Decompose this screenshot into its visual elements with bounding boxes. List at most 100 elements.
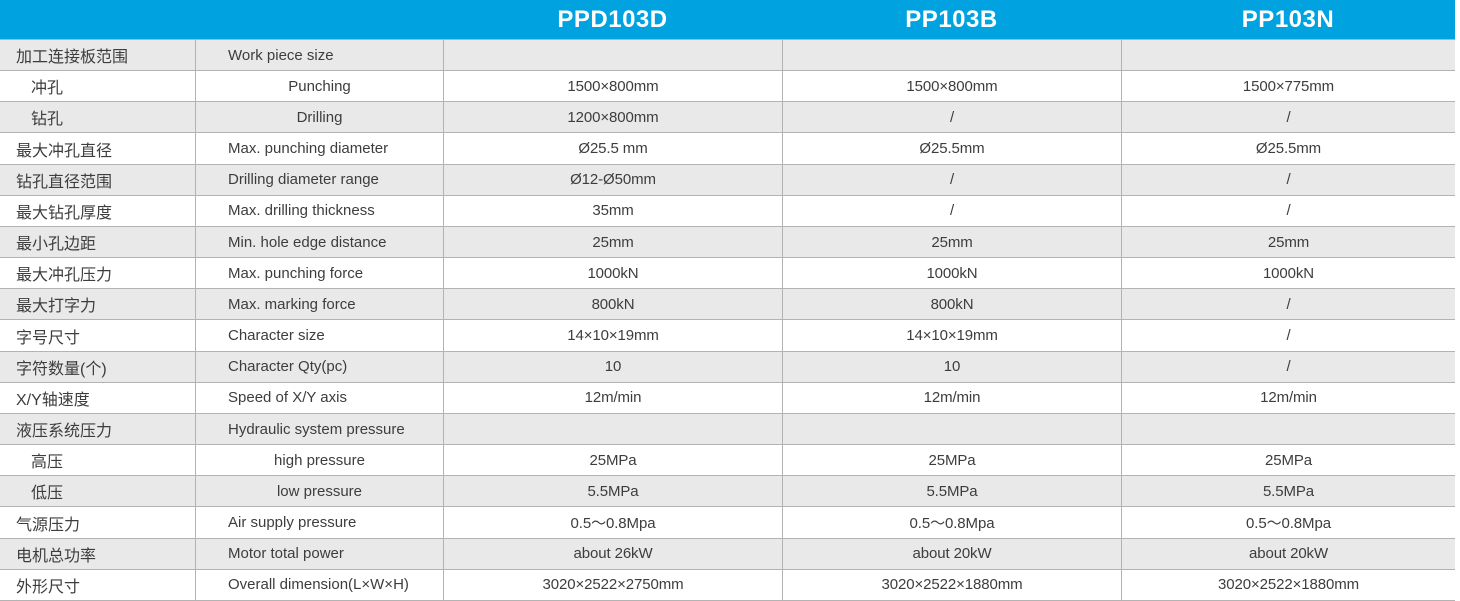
spec-value-ppd103d [443,40,782,71]
spec-label-en: Hydraulic system pressure [195,413,443,445]
model-column-header-pp103b: PP103B [905,5,998,33]
table-row: 冲孔 Punching 1500×800mm 1500×800mm 1500×7… [0,70,1455,102]
spec-value-ppd103d: 1000kN [443,258,782,289]
spec-value-pp103b [782,40,1121,71]
spec-value-pp103n: / [1121,102,1455,133]
spec-value-pp103n: 12m/min [1121,382,1455,413]
spec-value-ppd103d: 1500×800mm [443,71,782,102]
spec-value-pp103b: 5.5MPa [782,476,1121,507]
table-row: 加工连接板范围 Work piece size [0,39,1455,71]
spec-label-cn: 钻孔 [31,111,64,129]
table-row: 字号尺寸 Character size 14×10×19mm 14×10×19m… [0,319,1455,351]
spec-value-pp103b: 12m/min [782,382,1121,413]
spec-value-pp103n: / [1121,351,1455,382]
table-row: 低压 low pressure 5.5MPa 5.5MPa 5.5MPa [0,475,1455,507]
table-row: 最大冲孔直径 Max. punching diameter Ø25.5 mm Ø… [0,132,1455,164]
spec-value-ppd103d: 1200×800mm [443,102,782,133]
spec-label-en: Min. hole edge distance [195,226,443,258]
spec-label-cn: 冲孔 [31,80,64,98]
spec-value-ppd103d: 14×10×19mm [443,320,782,351]
spec-value-pp103n: about 20kW [1121,538,1455,569]
spec-value-ppd103d: 10 [443,351,782,382]
spec-value-ppd103d: Ø12-Ø50mm [443,164,782,195]
spec-value-pp103n: / [1121,289,1455,320]
spec-label-cn: 电机总功率 [16,547,97,565]
spec-value-pp103b [782,413,1121,445]
spec-value-ppd103d: Ø25.5 mm [443,133,782,164]
spec-value-pp103n: Ø25.5mm [1121,133,1455,164]
spec-label-cn: 加工连接板范围 [16,49,129,67]
spec-label-cn: 最大打字力 [16,298,97,316]
table-header: PPD103D PP103B PP103N [0,0,1455,39]
spec-value-ppd103d: 0.5～0.8Mpa [443,507,782,538]
model-column-header-ppd103d: PPD103D [557,5,668,33]
spec-value-ppd103d: 800kN [443,289,782,320]
spec-value-pp103b: 10 [782,351,1121,382]
spec-value-pp103n: 1000kN [1121,258,1455,289]
spec-label-cn: 液压系统压力 [16,423,113,441]
spec-value-ppd103d: 3020×2522×2750mm [443,569,782,600]
spec-value-pp103n [1121,413,1455,445]
table-row: 高压 high pressure 25MPa 25MPa 25MPa [0,444,1455,476]
spec-label-en: high pressure [195,445,443,476]
spec-value-pp103n: 0.5～0.8Mpa [1121,507,1455,538]
spec-value-pp103b: 0.5～0.8Mpa [782,507,1121,538]
spec-value-pp103n [1121,40,1455,71]
spec-value-pp103b: / [782,164,1121,195]
spec-value-pp103b: 3020×2522×1880mm [782,569,1121,600]
spec-value-pp103b: 25MPa [782,445,1121,476]
spec-label-en: Character Qty(pc) [195,351,443,382]
spec-value-pp103n: / [1121,320,1455,351]
spec-value-ppd103d: 35mm [443,195,782,226]
spec-value-pp103b: 800kN [782,289,1121,320]
spec-value-pp103b: about 20kW [782,538,1121,569]
spec-value-pp103b: / [782,102,1121,133]
spec-label-en: Work piece size [195,40,443,71]
spec-value-pp103b: Ø25.5mm [782,133,1121,164]
spec-label-en: Drilling [195,102,443,133]
spec-label-en: Air supply pressure [195,507,443,538]
table-row: 电机总功率 Motor total power about 26kW about… [0,537,1455,569]
spec-label-en: Overall dimension(L×W×H) [195,569,443,600]
table-body: 加工连接板范围 Work piece size 冲孔 Punching 1500… [0,39,1455,601]
spec-value-ppd103d: about 26kW [443,538,782,569]
spec-value-ppd103d: 5.5MPa [443,476,782,507]
spec-value-pp103b: 25mm [782,226,1121,258]
spec-label-cn: 最大冲孔压力 [16,267,113,285]
spec-label-cn: 字号尺寸 [16,329,81,347]
spec-value-ppd103d: 25mm [443,226,782,258]
spec-label-en: Max. drilling thickness [195,195,443,226]
spec-label-en: Max. marking force [195,289,443,320]
spec-value-pp103n: 25mm [1121,226,1455,258]
spec-label-cn: 高压 [31,454,64,472]
spec-value-ppd103d: 25MPa [443,445,782,476]
spec-label-en: Max. punching diameter [195,133,443,164]
spec-label-cn: 外形尺寸 [16,578,81,596]
model-column-header-pp103n: PP103N [1241,5,1335,33]
spec-value-pp103b: 1000kN [782,258,1121,289]
spec-label-cn: X/Y轴速度 [16,391,90,409]
spec-label-en: Speed of X/Y axis [195,382,443,413]
table-row: 最大冲孔压力 Max. punching force 1000kN 1000kN… [0,257,1455,289]
spec-label-en: Max. punching force [195,258,443,289]
spec-value-pp103n: 25MPa [1121,445,1455,476]
spec-label-cn: 字符数量(个) [16,360,107,378]
table-row: 最小孔边距 Min. hole edge distance 25mm 25mm … [0,225,1455,258]
spec-label-cn: 最大冲孔直径 [16,142,113,160]
spec-label-en: Drilling diameter range [195,164,443,195]
spec-value-pp103n: / [1121,164,1455,195]
spec-value-pp103n: 5.5MPa [1121,476,1455,507]
spec-label-cn: 最小孔边距 [16,236,97,254]
spec-label-en: Punching [195,71,443,102]
spec-value-pp103b: 1500×800mm [782,71,1121,102]
spec-label-cn: 气源压力 [16,516,81,534]
spec-label-en: Character size [195,320,443,351]
table-row: 气源压力 Air supply pressure 0.5～0.8Mpa 0.5～… [0,506,1455,538]
header-spacer [0,0,443,39]
spec-value-pp103n: 3020×2522×1880mm [1121,569,1455,600]
table-row: 最大打字力 Max. marking force 800kN 800kN / [0,288,1455,320]
table-row: 外形尺寸 Overall dimension(L×W×H) 3020×2522×… [0,568,1455,600]
spec-value-ppd103d [443,413,782,445]
table-row: 液压系统压力 Hydraulic system pressure [0,412,1455,445]
